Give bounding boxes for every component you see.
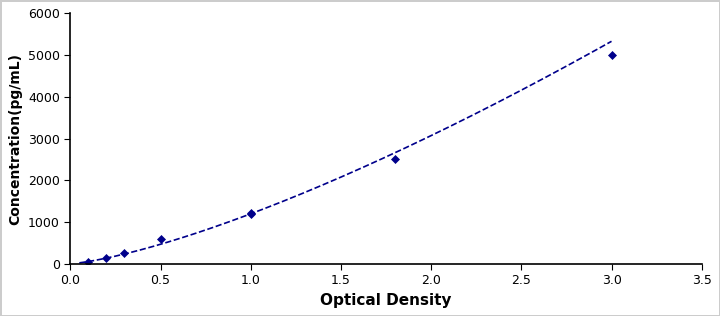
Y-axis label: Concentration(pg/mL): Concentration(pg/mL) <box>9 52 22 224</box>
X-axis label: Optical Density: Optical Density <box>320 293 451 308</box>
